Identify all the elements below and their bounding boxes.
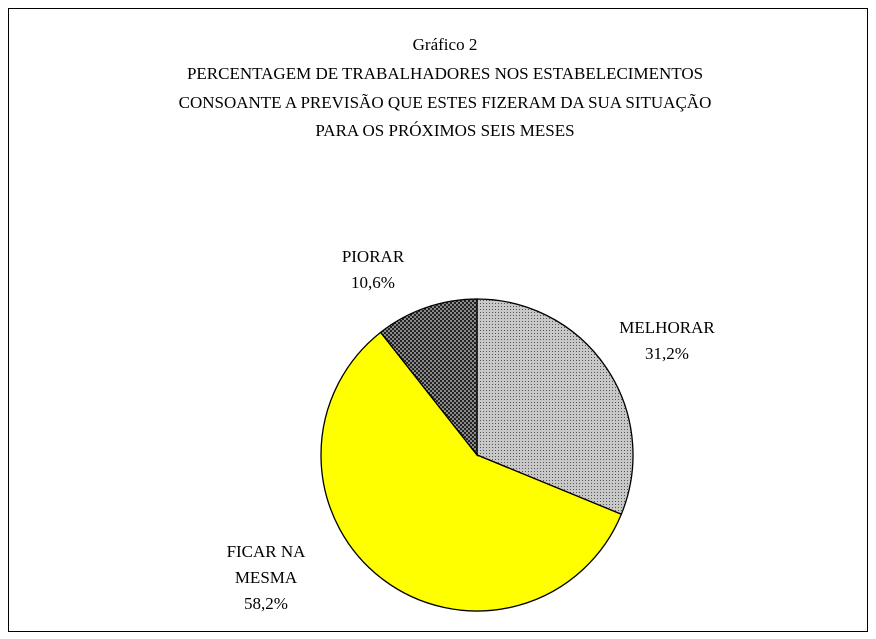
pie-slice [476,298,634,516]
chart-title: PERCENTAGEM DE TRABALHADORES NOS ESTABEL… [187,64,703,83]
label-text: 31,2% [645,344,689,363]
slice-label: FICAR NA MESMA 58,2% [221,539,311,617]
label-text: FICAR NA MESMA [226,542,306,587]
slice-label: PIORAR 10,6% [313,244,433,296]
chart-title: PARA OS PRÓXIMOS SEIS MESES [315,121,574,140]
label-text: PIORAR [341,247,405,266]
pie-slice [320,331,623,612]
chart-title: Gráfico 2 [413,35,478,54]
slice-label: MELHORAR 31,2% [607,315,727,367]
label-text: MELHORAR [619,318,715,337]
chart-title: CONSOANTE A PREVISÃO QUE ESTES FIZERAM D… [179,93,712,112]
label-text: 58,2% [244,594,288,613]
pie-slice [379,298,478,457]
label-text: 10,6% [351,273,395,292]
